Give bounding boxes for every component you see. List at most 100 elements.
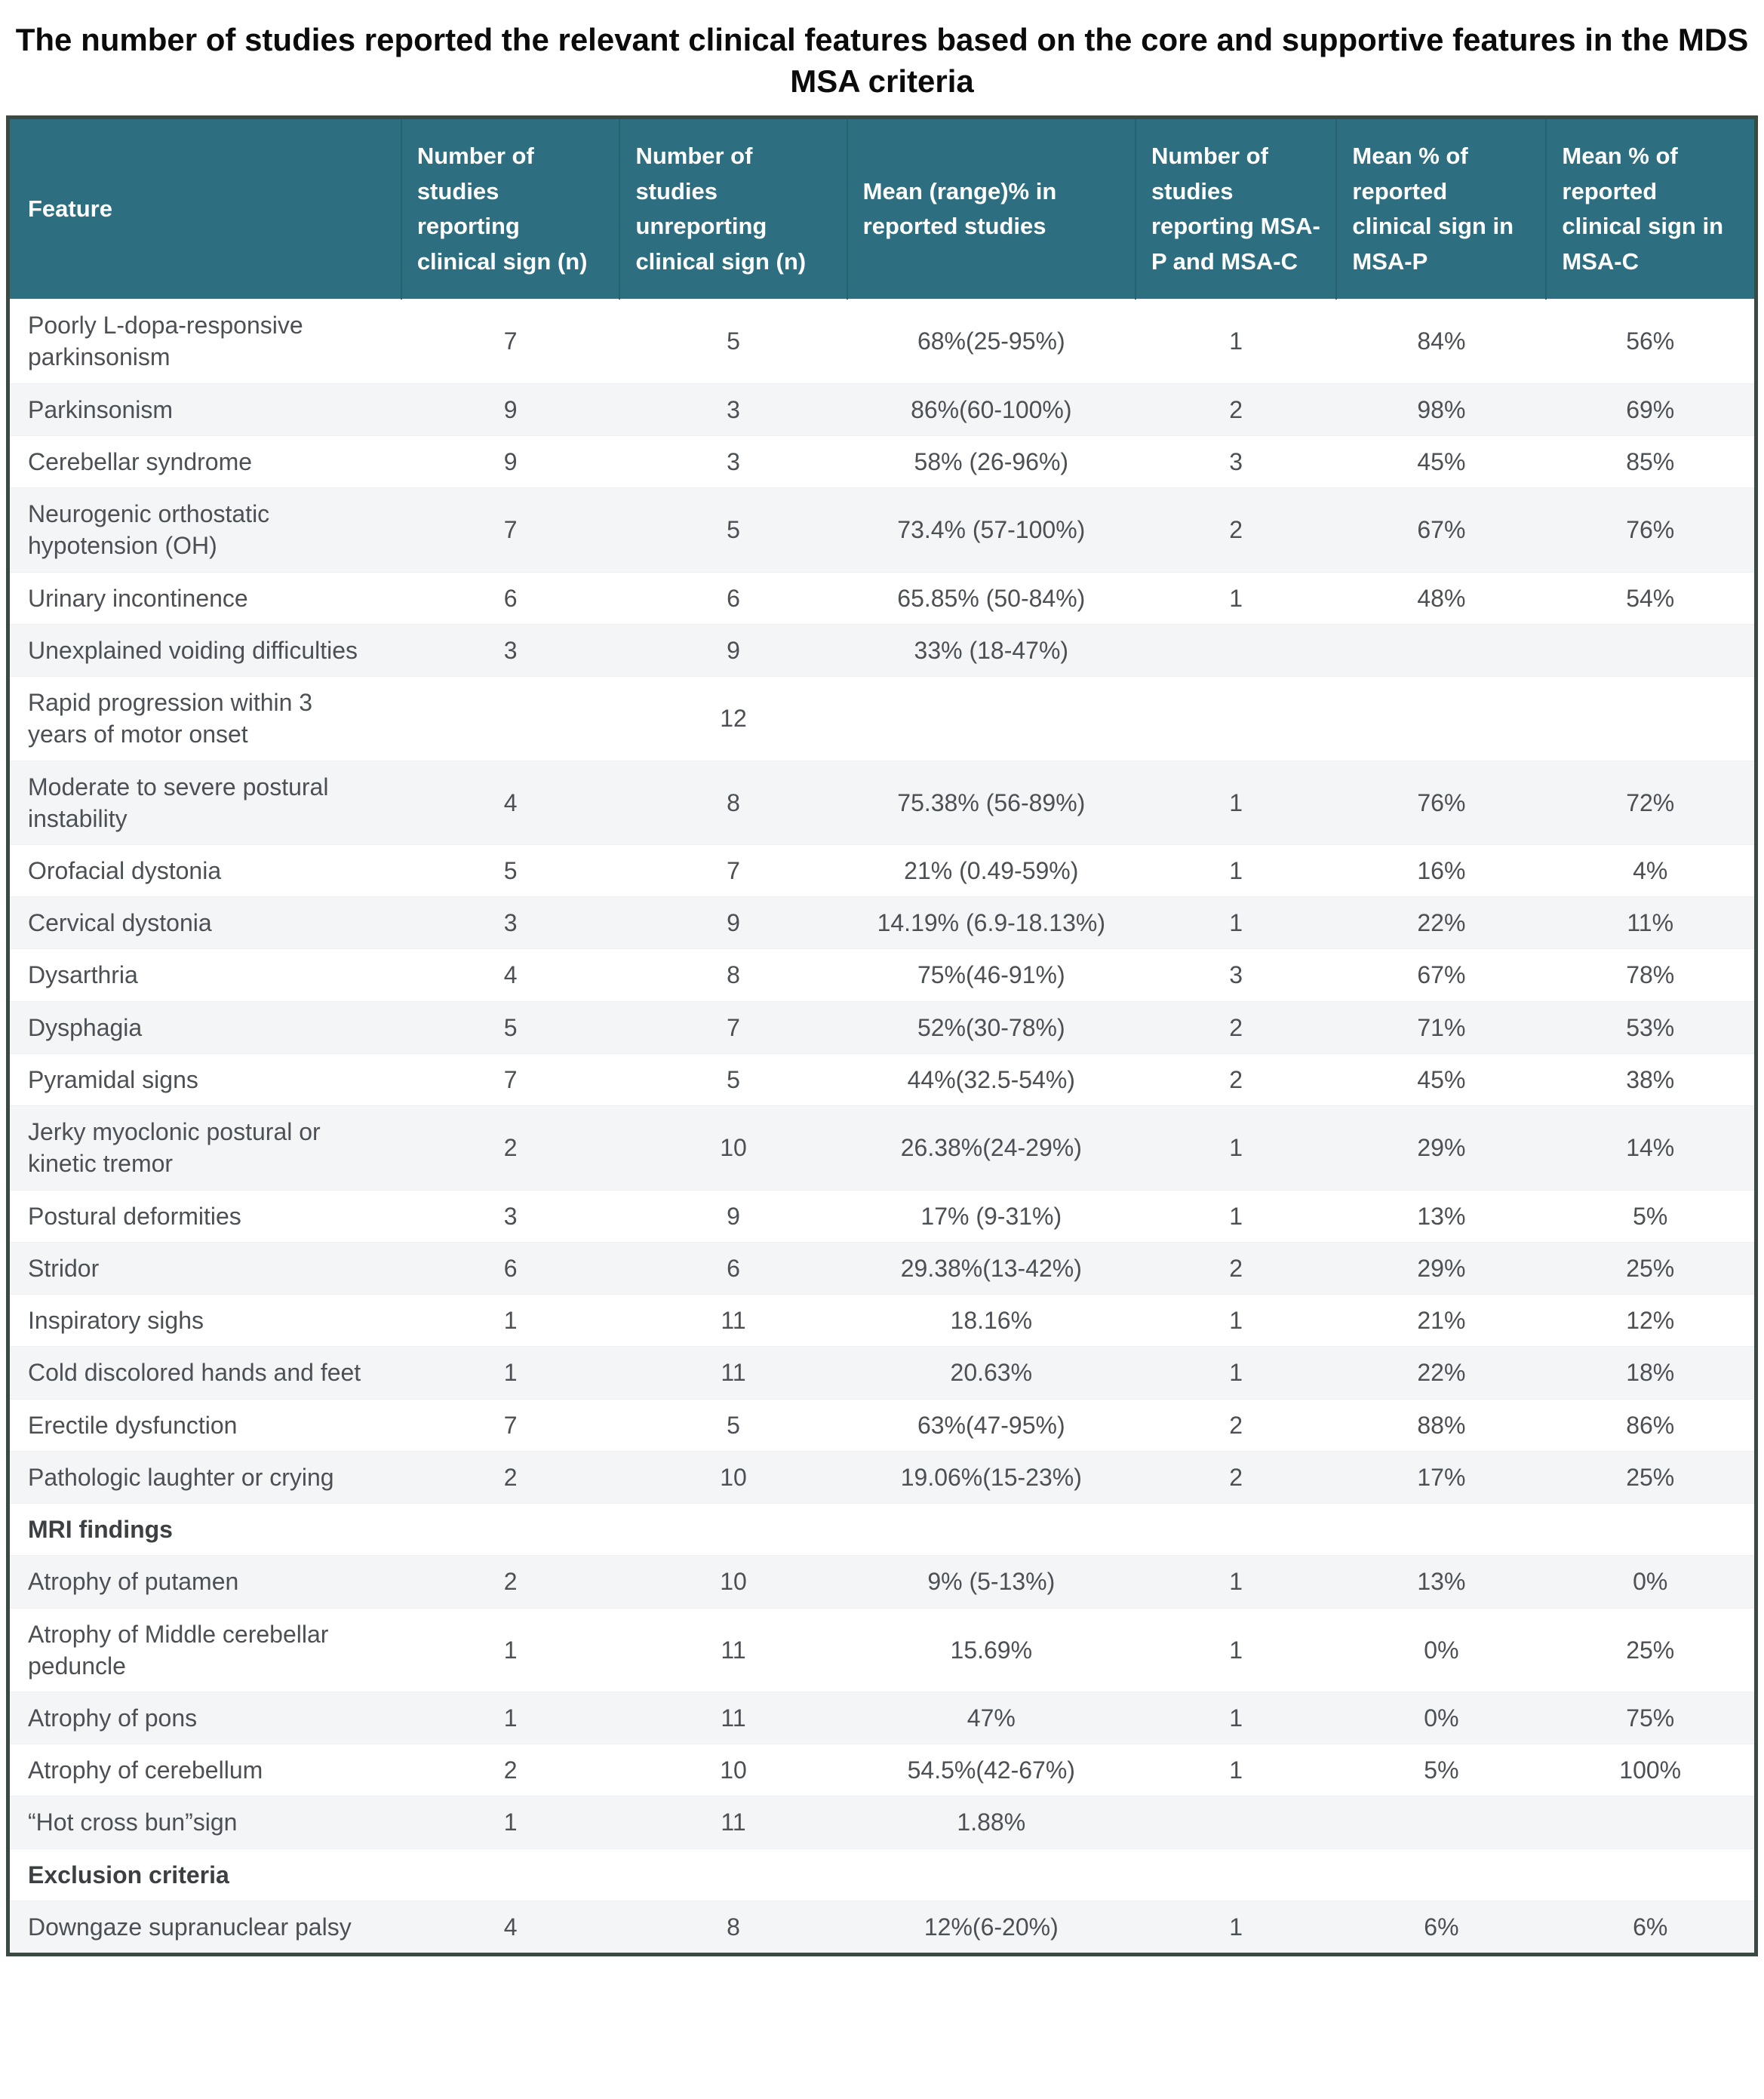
value-cell: 53% [1626,1013,1675,1041]
value-cell: 5 [727,327,740,355]
value-cell: 21% (0.49-59%) [904,857,1079,884]
value-cell: 11 [721,1704,746,1732]
feature-cell: MRI findings [28,1516,173,1544]
feature-cell: “Hot cross bun”sign [28,1809,238,1836]
column-header: Mean % of reported clinical sign in MSA-… [1335,117,1547,300]
value-cell: 8 [727,961,740,989]
value-cell: 2 [1229,1463,1243,1491]
feature-cell: Jerky myoclonic postural or kinetic trem… [28,1118,321,1178]
feature-cell: Atrophy of Middle cerebellar peduncle [28,1620,329,1680]
value-cell: 5% [1633,1202,1668,1230]
value-cell: 58% (26-96%) [914,447,1069,475]
value-cell: 4 [503,1913,518,1941]
value-cell: 1 [1229,327,1243,355]
table-row: Atrophy of putamen 2 10 9% (5-13%) 1 13% 0% [8,1555,1756,1609]
feature-cell: Parkinsonism [28,395,174,423]
value-cell: 2 [503,1134,518,1162]
feature-cell: Downgaze supranuclear palsy [28,1913,352,1941]
feature-cell: Pyramidal signs [28,1065,198,1093]
value-cell: 9 [727,636,740,664]
value-cell: 7 [503,1411,518,1439]
value-cell: 5% [1424,1756,1459,1784]
value-cell: 45% [1417,1065,1466,1093]
table-header: Feature Number of studies reporting clini… [8,117,1756,300]
column-header: Feature [8,117,401,300]
value-cell [1136,677,1336,761]
value-cell: 3 [503,909,518,937]
value-cell: 4 [503,788,518,816]
feature-cell: Cerebellar syndrome [28,447,253,475]
value-cell: 19.06%(15-23%) [900,1463,1082,1491]
value-cell: 29.38%(13-42%) [900,1254,1082,1282]
value-cell: 3 [727,447,740,475]
header-row: Feature Number of studies reporting clini… [8,117,1756,300]
value-cell: 4% [1633,857,1668,884]
value-cell: 7 [503,1065,518,1093]
value-cell [1136,1849,1336,1901]
value-cell: 11 [721,1359,746,1387]
value-cell [847,1849,1136,1901]
value-cell: 6% [1424,1913,1459,1941]
value-cell [1546,1849,1756,1901]
value-cell: 2 [1229,1254,1243,1282]
value-cell: 5 [727,1065,740,1093]
table-row: “Hot cross bun”sign 1 11 1.88% [8,1796,1756,1849]
value-cell: 16% [1417,857,1466,884]
value-cell: 88% [1417,1411,1466,1439]
feature-cell: Postural deformities [28,1202,241,1230]
value-cell: 8 [727,788,740,816]
value-cell [847,1504,1136,1556]
value-cell: 68%(25-95%) [917,327,1065,355]
value-cell [1136,1796,1336,1849]
value-cell: 2 [1229,1013,1243,1041]
value-cell [401,1849,620,1901]
feature-cell: Stridor [28,1254,100,1282]
value-cell: 11 [721,1809,746,1836]
clinical-features-table: Feature Number of studies reporting clini… [6,115,1758,1957]
value-cell: 9% (5-13%) [927,1568,1056,1596]
value-cell: 67% [1417,961,1466,989]
value-cell: 1 [503,1636,518,1664]
table-row: Jerky myoclonic postural or kinetic trem… [8,1105,1756,1191]
feature-cell: Pathologic laughter or crying [28,1463,334,1491]
table-row: Parkinsonism 9 3 86%(60-100%) 2 98% 69% [8,383,1756,436]
value-cell: 84% [1417,327,1466,355]
table-row: Downgaze supranuclear palsy 4 8 12%(6-20%) 1… [8,1901,1756,1955]
table-row: Atrophy of cerebellum 2 10 54.5%(42-67%) 1 5%… [8,1744,1756,1796]
value-cell: 44%(32.5-54%) [907,1065,1075,1093]
value-cell [1136,1504,1336,1556]
table-row: Dysphagia 5 7 52%(30-78%) 2 71% 53% [8,1001,1756,1054]
value-cell: 71% [1417,1013,1466,1041]
value-cell: 11 [721,1636,746,1664]
value-cell [1546,1504,1756,1556]
value-cell: 1 [503,1704,518,1732]
value-cell: 69% [1626,395,1675,423]
value-cell: 3 [727,395,740,423]
value-cell: 14% [1626,1134,1675,1162]
page-title: The number of studies reported the relev… [15,22,1749,99]
value-cell: 13% [1417,1202,1466,1230]
value-cell: 29% [1417,1254,1466,1282]
table-body: Poorly L-dopa-responsive parkinsonism 7 5 6… [8,299,1756,1955]
value-cell: 17% (9-31%) [920,1202,1062,1230]
value-cell: 73.4% (57-100%) [897,516,1086,544]
feature-cell: Unexplained voiding difficulties [28,636,358,664]
value-cell: 1 [1229,584,1243,612]
value-cell: 85% [1626,447,1675,475]
value-cell: 1 [503,1307,518,1335]
value-cell: 52%(30-78%) [917,1013,1065,1041]
section-row: MRI findings [8,1503,1756,1556]
value-cell: 13% [1417,1568,1466,1596]
feature-cell: Atrophy of putamen [28,1568,239,1596]
value-cell: 76% [1417,788,1466,816]
feature-cell: Neurogenic orthostatic hypotension (OH) [28,500,270,560]
value-cell: 10 [720,1463,747,1491]
value-cell: 20.63% [950,1359,1033,1387]
column-header: Number of studies reporting clinical sig… [400,117,620,300]
value-cell: 5 [503,857,518,884]
value-cell: 10 [720,1134,747,1162]
table-row: Cerebellar syndrome 9 3 58% (26-96%) 3 45% 85% [8,435,1756,487]
value-cell: 1 [1229,1134,1243,1162]
feature-cell: Atrophy of pons [28,1704,198,1732]
table-row: Cold discolored hands and feet 1 11 20.63% 1… [8,1346,1756,1400]
